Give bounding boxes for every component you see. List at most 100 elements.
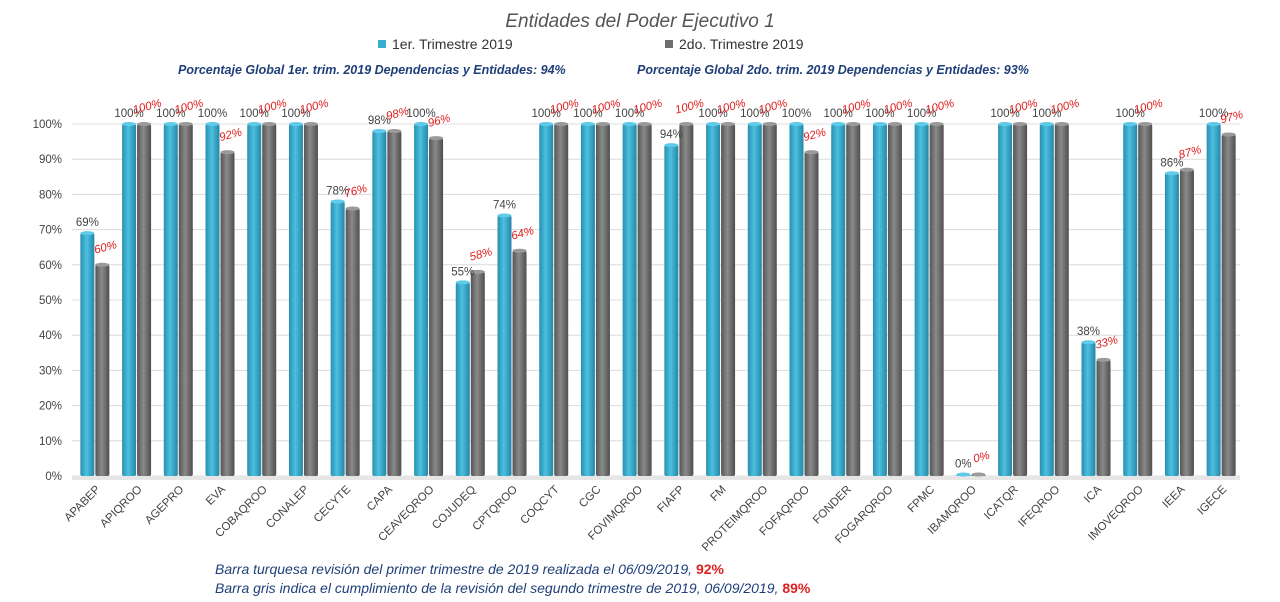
data-label-series-1: 100%	[865, 108, 894, 120]
bar-cap-series-2	[846, 122, 861, 126]
data-label-series-1: 0%	[955, 459, 972, 471]
bar-cap-series-2	[1179, 167, 1194, 172]
bars	[80, 122, 1236, 477]
bar-series-1	[163, 124, 178, 476]
bar-cap-series-2	[762, 122, 777, 126]
bar-series-2	[178, 124, 193, 476]
data-label-series-1: 100%	[824, 108, 853, 120]
bar-series-2	[762, 124, 777, 476]
y-tick-label: 70%	[39, 225, 62, 237]
bar-cap-series-1	[831, 122, 846, 126]
y-tick-label: 50%	[39, 295, 62, 307]
bar-cap-series-1	[1164, 171, 1179, 176]
bar-series-1	[831, 124, 846, 476]
bar-cap-series-2	[637, 122, 652, 126]
data-label-series-2: 0%	[972, 450, 991, 466]
data-label-series-2: 100%	[1133, 97, 1165, 116]
bar-series-1	[1081, 342, 1096, 476]
data-label-series-1: 100%	[281, 108, 310, 120]
data-label-series-2: 87%	[1177, 144, 1202, 162]
bar-series-1	[414, 124, 429, 476]
bar-cap-series-2	[137, 122, 152, 126]
data-label-series-2: 33%	[1094, 334, 1119, 352]
bar-series-2	[1179, 169, 1194, 476]
data-label-series-2: 100%	[298, 97, 330, 116]
bar-series-1	[580, 124, 595, 476]
data-label-series-1: 100%	[532, 108, 561, 120]
bar-cap-series-2	[1054, 122, 1069, 126]
bar-series-2	[303, 124, 318, 476]
bar-series-2	[554, 124, 569, 476]
bar-series-1	[288, 124, 303, 476]
data-label-series-2: 64%	[510, 225, 535, 243]
bar-series-2	[846, 124, 861, 476]
bar-cap-series-1	[580, 122, 595, 126]
x-tick-label: CPTQROO	[471, 484, 521, 534]
x-tick-label: CECYTE	[312, 483, 354, 525]
data-label-series-1: 100%	[782, 108, 811, 120]
bar-series-1	[122, 124, 137, 476]
bar-cap-series-2	[679, 122, 694, 126]
data-label-series-1: 100%	[240, 108, 269, 120]
y-tick-label: 40%	[39, 330, 62, 342]
footer-pct-2: 89%	[782, 580, 811, 596]
bar-cap-series-2	[303, 122, 318, 126]
x-tick-label: IGECE	[1195, 483, 1229, 517]
y-tick-label: 0%	[45, 471, 62, 483]
bar-series-2	[887, 124, 902, 476]
bar-series-1	[914, 124, 929, 476]
bar-series-2	[1138, 124, 1153, 476]
data-label-series-1: 100%	[114, 108, 143, 120]
bar-series-1	[330, 201, 345, 476]
bar-cap-series-1	[247, 122, 262, 126]
legend-label-series-1: 1er. Trimestre 2019	[392, 36, 513, 52]
bar-cap-series-2	[1096, 357, 1111, 362]
data-label-series-1: 100%	[740, 108, 769, 120]
bar-cap-series-2	[1138, 122, 1153, 126]
bar-cap-series-2	[887, 122, 902, 126]
bar-cap-series-1	[1039, 122, 1054, 126]
legend-swatch-series-2	[665, 40, 673, 48]
bar-series-1	[1206, 124, 1221, 476]
legend-swatch-series-1	[378, 40, 386, 48]
bar-series-1	[998, 124, 1013, 476]
bar-cap-series-1	[372, 129, 387, 134]
global-note-2: Porcentaje Global 2do. trim. 2019 Depend…	[637, 63, 1029, 77]
bar-cap-series-2	[470, 269, 485, 274]
bar-cap-series-2	[971, 472, 986, 477]
data-label-series-2: 96%	[427, 112, 452, 130]
data-label-series-1: 100%	[406, 108, 435, 120]
bar-series-2	[1013, 124, 1028, 476]
bar-cap-series-1	[497, 213, 512, 218]
x-tick-label: AGEPRO	[143, 484, 186, 527]
bar-series-1	[80, 233, 95, 476]
data-label-series-1: 100%	[1032, 108, 1061, 120]
bar-cap-series-2	[345, 206, 360, 211]
data-labels: 69%60%100%100%100%100%100%92%100%100%100…	[76, 97, 1245, 470]
bar-cap-series-1	[163, 122, 178, 126]
bar-cap-series-2	[262, 122, 277, 126]
bar-cap-series-2	[1221, 132, 1236, 137]
bar-cap-series-1	[1206, 122, 1221, 126]
bar-series-2	[345, 208, 360, 477]
data-label-series-2: 98%	[385, 105, 410, 123]
data-label-series-2: 100%	[1049, 97, 1081, 116]
bar-cap-series-1	[706, 122, 721, 126]
x-tick-label: EVA	[204, 483, 228, 507]
data-label-series-1: 98%	[368, 115, 391, 127]
bar-series-2	[95, 264, 110, 476]
data-label-series-2: 76%	[343, 183, 368, 201]
bar-series-2	[637, 124, 652, 476]
bar-series-2	[721, 124, 736, 476]
bar-cap-series-2	[95, 262, 110, 267]
bar-cap-series-1	[288, 122, 303, 126]
x-tick-label: CGC	[577, 484, 604, 511]
data-label-series-2: 92%	[802, 126, 827, 144]
x-tick-label: FIAFP	[655, 483, 687, 515]
data-label-series-1: 100%	[573, 108, 602, 120]
bar-series-1	[539, 124, 554, 476]
data-label-series-2: 58%	[468, 246, 493, 264]
bar-cap-series-2	[804, 150, 819, 155]
